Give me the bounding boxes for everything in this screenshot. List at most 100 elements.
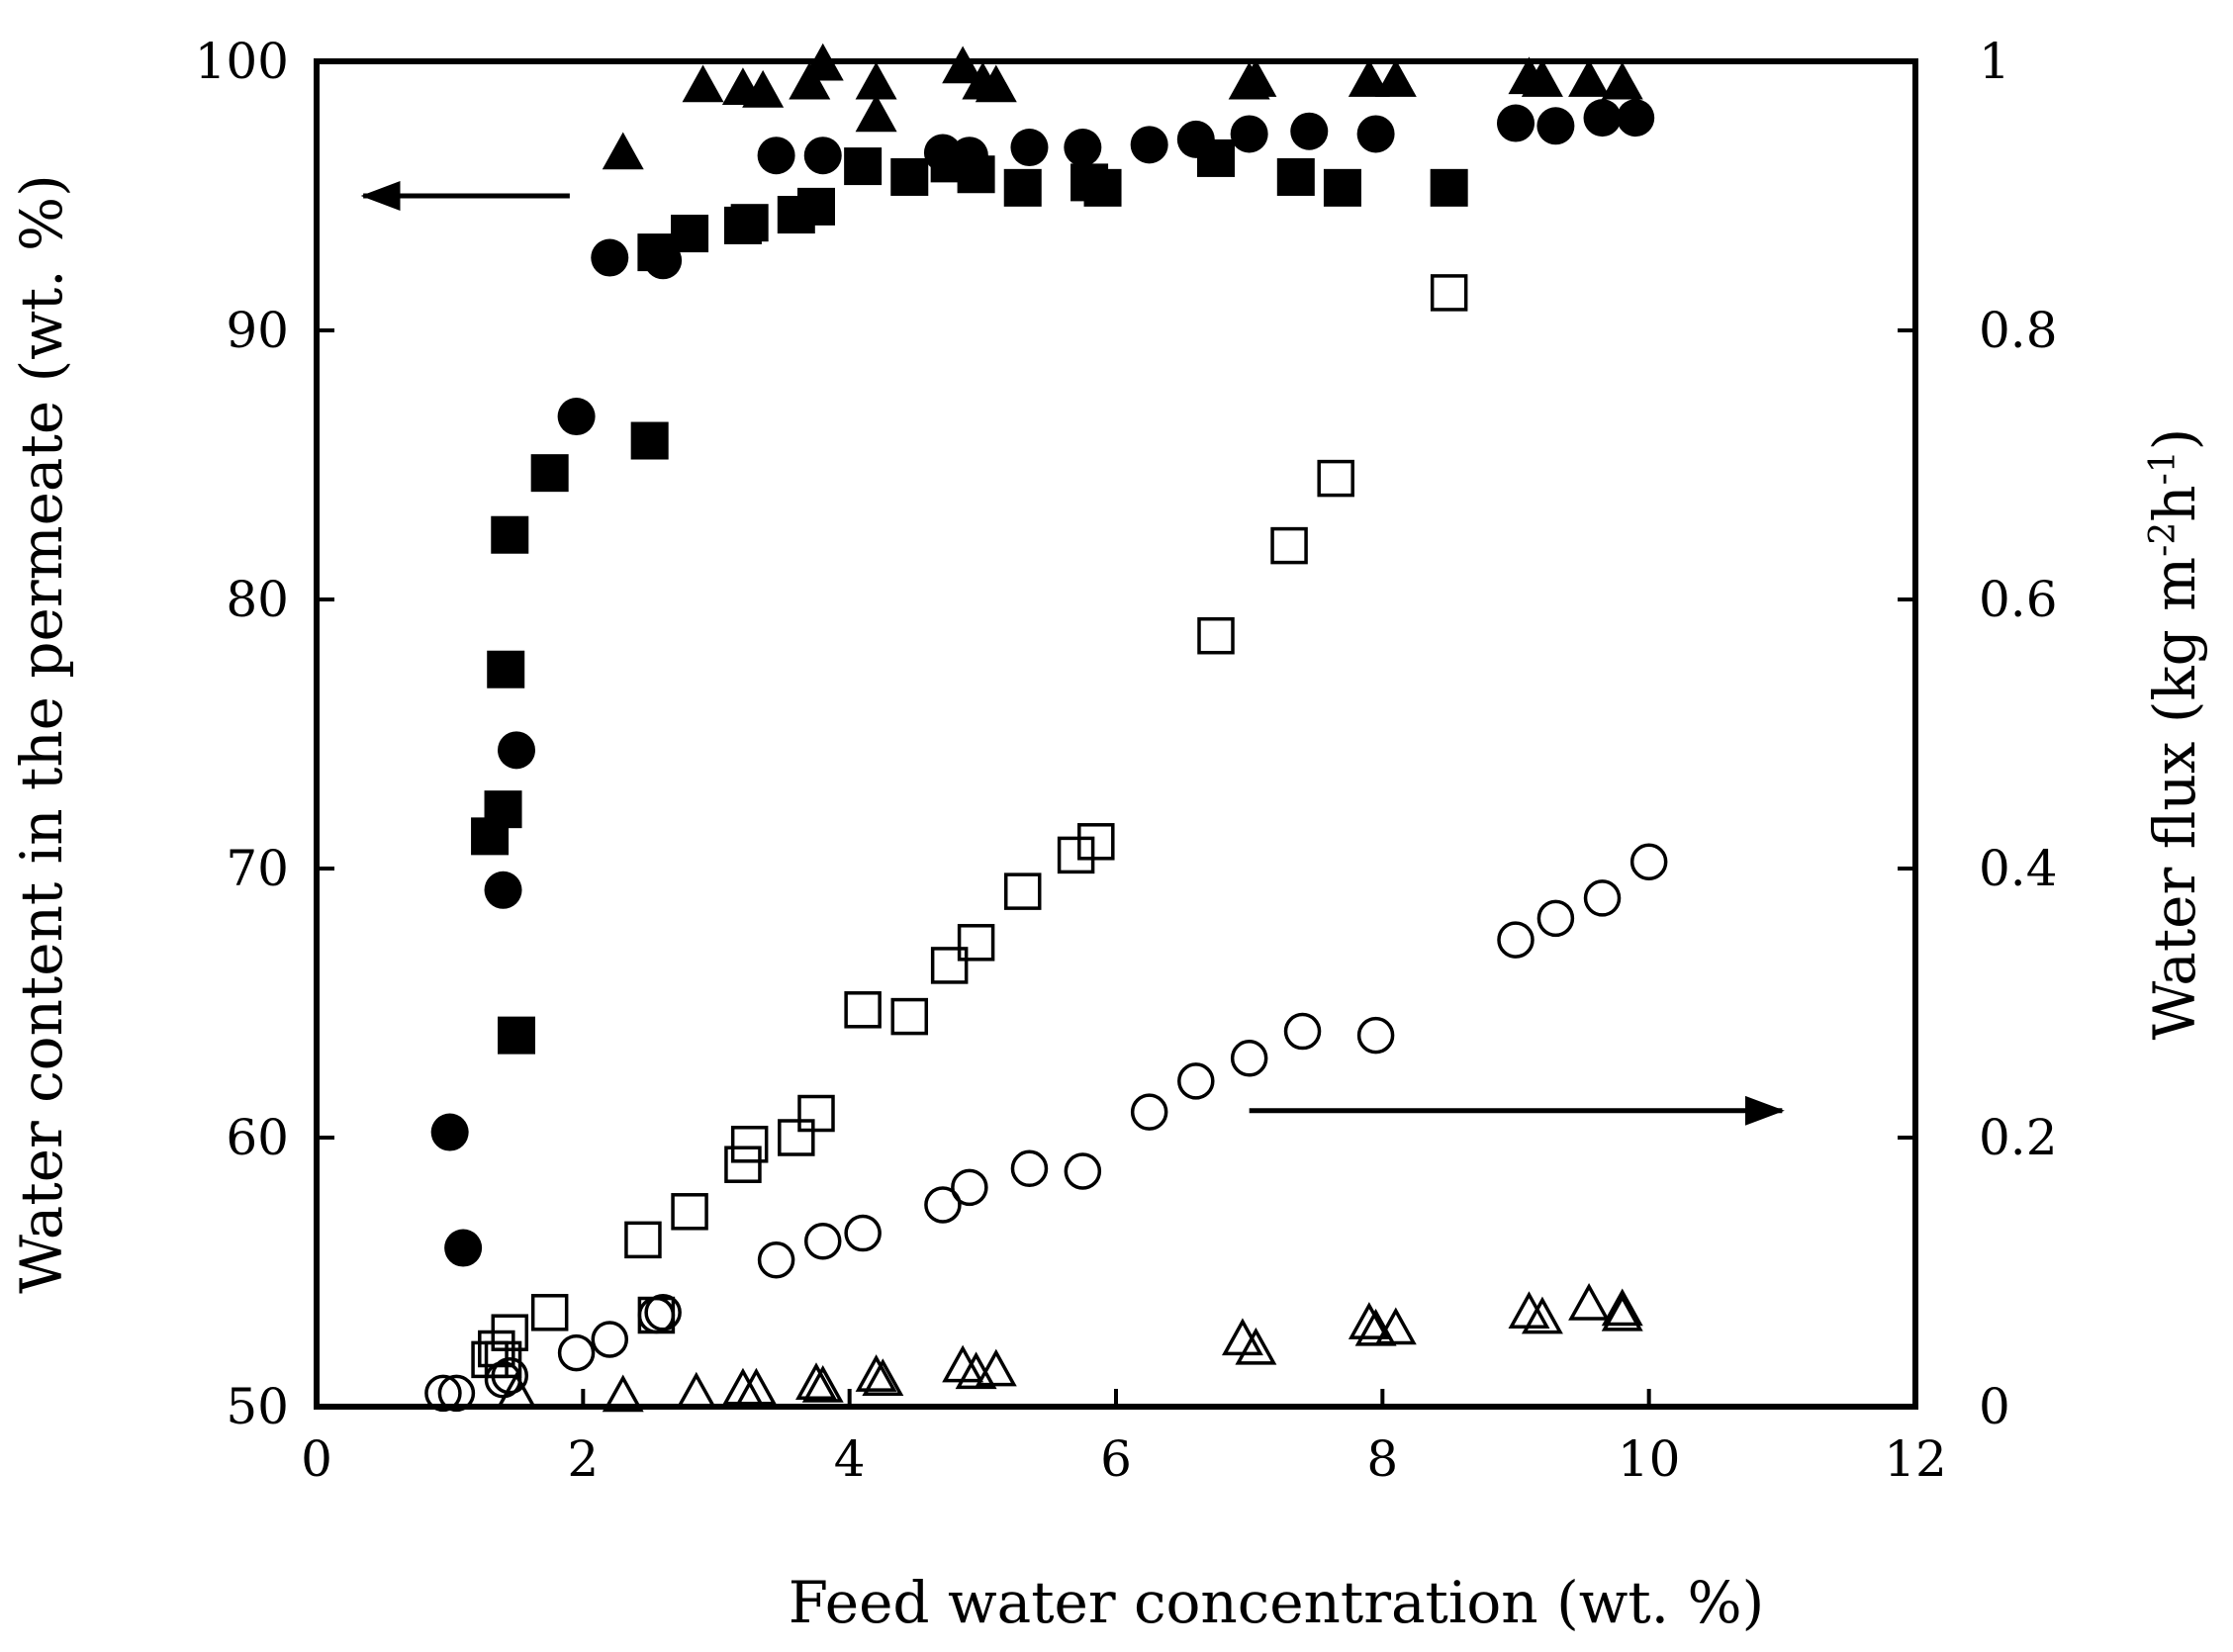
open-triangle-point <box>855 1354 897 1392</box>
y2-tick-label: 0 <box>1979 1378 2010 1435</box>
filled-square-point <box>487 650 525 688</box>
filled-square-point <box>730 204 769 242</box>
open-circle-point <box>1583 879 1622 917</box>
open-square-point <box>624 1221 662 1259</box>
series-circle-filled <box>430 99 1655 1267</box>
filled-circle-point <box>803 137 842 175</box>
open-circle-point <box>557 1333 596 1372</box>
series-square-open <box>471 274 1468 1379</box>
x-axis-title: Feed water concentration (wt. %) <box>789 1569 1765 1636</box>
filled-triangle-point <box>682 64 724 103</box>
filled-square-point <box>1197 138 1235 177</box>
filled-square-point <box>630 421 669 460</box>
filled-triangle-point <box>1568 59 1611 97</box>
filled-triangle-point <box>742 69 785 108</box>
open-square-point <box>930 947 969 984</box>
open-circle-point <box>424 1374 462 1413</box>
open-triangle-point <box>795 1362 837 1401</box>
filled-circle-point <box>484 871 522 909</box>
y2-tick-label: 0.6 <box>1979 571 2058 628</box>
y2-tick-label: 1 <box>1979 33 2010 90</box>
filled-triangle-point <box>1235 59 1277 97</box>
filled-triangle-point <box>942 46 984 84</box>
x-tick-label: 2 <box>567 1430 599 1488</box>
y-tick-label: 80 <box>226 571 289 628</box>
y2-axis-title-main: Water flux (kg m <box>2141 557 2208 1040</box>
x-tick-label: 0 <box>301 1430 332 1488</box>
plot-frame <box>314 58 1918 1410</box>
open-circle-point <box>757 1241 795 1279</box>
open-square-point <box>778 1119 815 1156</box>
filled-square-point <box>1276 157 1315 196</box>
open-circle-point <box>1629 843 1668 880</box>
filled-square-point <box>671 215 709 253</box>
open-triangle-point <box>801 1364 844 1403</box>
filled-square-point <box>530 454 569 493</box>
filled-square-point <box>957 155 995 194</box>
open-square-point <box>797 1094 835 1133</box>
series-triangle-open <box>496 1283 1643 1413</box>
filled-square-point <box>498 1016 535 1055</box>
x-tick-label: 8 <box>1366 1430 1398 1488</box>
filled-square-point <box>890 157 929 196</box>
filled-triangle-point <box>1348 59 1390 97</box>
open-square-point <box>890 997 929 1036</box>
open-circle-point <box>437 1374 476 1413</box>
open-circle-point <box>924 1186 962 1224</box>
open-square-point <box>484 1340 522 1379</box>
open-square-point <box>491 1314 529 1351</box>
filled-triangle-point <box>1601 61 1643 100</box>
filled-circle-point <box>1130 126 1168 164</box>
open-square-point <box>957 924 995 962</box>
filled-circle-point <box>1230 115 1268 153</box>
filled-triangle-point <box>1521 59 1563 97</box>
y2-axis-title-end: ) <box>2141 428 2208 451</box>
open-square-point <box>1057 836 1095 874</box>
filled-square-point <box>844 147 883 186</box>
filled-circle-point <box>498 731 535 770</box>
series-circle-open <box>424 843 1668 1413</box>
open-square-point <box>844 991 882 1029</box>
y2-tick-label: 0.2 <box>1979 1109 2058 1166</box>
x-tick-label: 12 <box>1884 1430 1947 1488</box>
filled-circle-point <box>430 1113 469 1151</box>
y2-tick-label: 0.8 <box>1979 302 2058 359</box>
filled-triangle-point <box>975 64 1017 103</box>
filled-square-point <box>491 515 529 554</box>
filled-circle-point <box>1497 104 1535 142</box>
y-tick-label: 60 <box>226 1109 289 1166</box>
open-square-point <box>671 1193 708 1231</box>
filled-circle-point <box>1356 115 1395 153</box>
y2-axis-title-sup1: -2 <box>2143 522 2184 557</box>
open-triangle-point <box>1601 1288 1643 1327</box>
filled-square-point <box>1083 168 1122 207</box>
filled-square-point <box>797 187 835 226</box>
x-tick-label: 6 <box>1100 1430 1132 1488</box>
y2-axis-title-mid: h <box>2141 485 2208 521</box>
open-circle-point <box>1497 921 1535 959</box>
open-circle-point <box>844 1214 882 1252</box>
open-square-point <box>724 1146 762 1183</box>
y2-tick-label: 0.4 <box>1979 840 2058 897</box>
open-triangle-point <box>862 1358 904 1396</box>
open-triangle-point <box>675 1371 717 1410</box>
open-triangle-point <box>1221 1318 1263 1356</box>
open-triangle-point <box>1568 1283 1611 1321</box>
open-circle-point <box>1010 1149 1049 1188</box>
y2-axis-title-sup2: -1 <box>2143 450 2184 485</box>
y-tick-label: 50 <box>226 1378 289 1435</box>
x-tick-label: 4 <box>834 1430 866 1488</box>
open-triangle-point <box>1521 1296 1563 1334</box>
open-triangle-point <box>1348 1302 1390 1339</box>
open-circle-point <box>1130 1093 1168 1131</box>
filled-circle-point <box>444 1229 483 1267</box>
filled-square-point <box>1003 168 1042 207</box>
filled-circle-point <box>591 238 629 277</box>
filled-circle-point <box>557 398 596 436</box>
open-square-point <box>1317 459 1354 498</box>
open-circle-point <box>951 1168 988 1207</box>
filled-square-point <box>1323 168 1361 207</box>
open-triangle-point <box>975 1348 1017 1387</box>
open-triangle-point <box>1374 1307 1417 1345</box>
